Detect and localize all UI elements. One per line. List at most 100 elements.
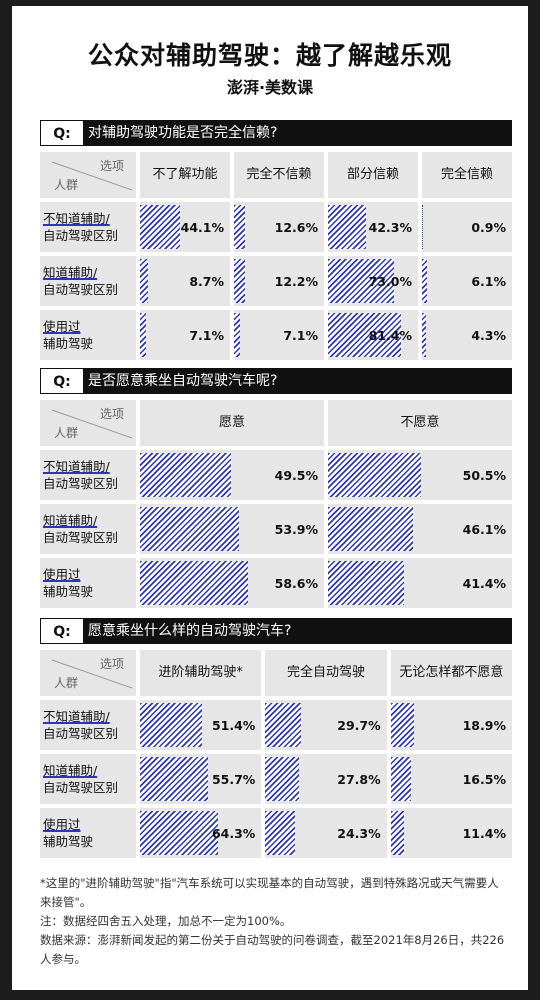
data-label: 27.8% [337, 771, 381, 787]
row-label: 使用过 辅助驾驶 [40, 310, 136, 360]
bar [140, 507, 240, 551]
bar-cell: 7.1% [140, 310, 230, 360]
data-label: 11.4% [462, 825, 506, 841]
data-label: 29.7% [337, 717, 381, 733]
column-header: 完全不信赖 [234, 152, 324, 198]
corner-option-label: 选项 [99, 407, 124, 421]
bar [422, 313, 426, 357]
row-label-line-2: 自动驾驶区别 [43, 228, 119, 243]
data-label: 53.9% [274, 521, 318, 537]
bar-cell: 64.3% [140, 808, 262, 858]
bar-cell: 8.7% [140, 256, 230, 306]
bar [140, 313, 147, 357]
data-label: 44.1% [180, 219, 224, 235]
row-label-line-1: 使用过 [43, 817, 81, 832]
column-header: 无论怎样都不愿意 [390, 650, 512, 696]
row-label-line-1: 知道辅助/ [43, 513, 98, 528]
bar-cell: 29.7% [265, 700, 387, 750]
bar [234, 205, 246, 249]
data-label: 12.6% [274, 219, 318, 235]
bar [265, 757, 300, 801]
bar-cell: 6.1% [422, 256, 512, 306]
row-label-line-2: 自动驾驶区别 [43, 282, 119, 297]
row-label-line-1: 不知道辅助/ [43, 459, 110, 474]
question-prefix: Q: [40, 618, 84, 644]
corner-diagonal [51, 659, 133, 689]
question-text: 是否愿意乘坐自动驾驶汽车呢? [88, 373, 278, 389]
bar [422, 205, 425, 249]
bar-cell: 44.1% [140, 202, 230, 252]
bar [328, 453, 421, 497]
data-label: 18.9% [462, 717, 506, 733]
row-label-line-2: 辅助驾驶 [43, 584, 94, 599]
row-label: 使用过 辅助驾驶 [40, 558, 136, 608]
corner-group-label: 人群 [54, 676, 79, 690]
data-label: 8.7% [189, 273, 224, 289]
bar [234, 259, 245, 303]
bar-cell: 18.9% [390, 700, 512, 750]
bar [390, 703, 414, 747]
logo-text: 澎湃·美数课 [226, 78, 314, 97]
question-prefix: Q: [40, 120, 84, 146]
row-label: 知道辅助/自动驾驶区别 [40, 256, 136, 306]
bar [265, 703, 302, 747]
bar-cell: 12.2% [234, 256, 324, 306]
bar-cell: 81.4% [328, 310, 418, 360]
row-label: 不知道辅助/自动驾驶区别 [40, 700, 136, 750]
bar [265, 811, 295, 855]
question-bar: Q: 是否愿意乘坐自动驾驶汽车呢? [40, 368, 512, 394]
bar-cell: 42.3% [328, 202, 418, 252]
row-label-line-2: 自动驾驶区别 [43, 780, 119, 795]
bar [140, 703, 203, 747]
bar [140, 453, 232, 497]
row-label: 不知道辅助/自动驾驶区别 [40, 202, 136, 252]
bar [234, 313, 241, 357]
bar-cell: 7.1% [234, 310, 324, 360]
bar-cell: 4.3% [422, 310, 512, 360]
row-label: 使用过 辅助驾驶 [40, 808, 136, 858]
row-label-line-2: 辅助驾驶 [43, 336, 94, 351]
page-title: 公众对辅助驾驶：越了解越乐观 [87, 41, 452, 70]
publisher-logo: 澎湃·美数课 [12, 74, 528, 98]
row-label: 知道辅助/自动驾驶区别 [40, 754, 136, 804]
bar [328, 561, 405, 605]
question-text: 愿意乘坐什么样的自动驾驶汽车? [88, 623, 292, 639]
bar [328, 259, 394, 303]
row-label-line-2: 自动驾驶区别 [43, 476, 119, 491]
bar [328, 205, 367, 249]
question-prefix: Q: [40, 368, 84, 394]
bar-cell: 73.0% [328, 256, 418, 306]
bar-cell: 0.9% [422, 202, 512, 252]
bar-cell: 53.9% [140, 504, 324, 554]
data-label: 4.3% [471, 327, 506, 343]
bar-cell: 50.5% [328, 450, 512, 500]
row-label-line-1: 使用过 [43, 567, 81, 582]
bar-cell: 16.5% [390, 754, 512, 804]
bar-cell: 11.4% [390, 808, 512, 858]
column-header: 部分信赖 [328, 152, 418, 198]
data-label: 6.1% [471, 273, 506, 289]
bar-cell: 58.6% [140, 558, 324, 608]
header-corner: 选项 人群 [40, 152, 136, 198]
row-label-line-1: 不知道辅助/ [43, 211, 110, 226]
bar-cell: 49.5% [140, 450, 324, 500]
row-label: 知道辅助/自动驾驶区别 [40, 504, 136, 554]
bar-cell: 51.4% [140, 700, 262, 750]
bar [140, 757, 208, 801]
bar [140, 259, 148, 303]
data-label: 46.1% [462, 521, 506, 537]
bar [328, 313, 402, 357]
bar [328, 507, 413, 551]
data-label: 42.3% [368, 219, 412, 235]
data-source: 数据来源：澎湃新闻发起的第二份关于自动驾驶的问卷调查，截至2021年8月26日，… [40, 933, 505, 966]
column-header: 不了解功能 [140, 152, 230, 198]
bar-cell: 41.4% [328, 558, 512, 608]
infographic-card: 公众对辅助驾驶：越了解越乐观 澎湃·美数课 Q: 对辅助驾驶功能是否完全信赖? 选项… [12, 6, 528, 990]
bar-cell: 46.1% [328, 504, 512, 554]
corner-option-label: 选项 [99, 657, 124, 671]
bar-cell: 27.8% [265, 754, 387, 804]
data-label: 41.4% [462, 575, 506, 591]
question-text: 对辅助驾驶功能是否完全信赖? [88, 125, 278, 141]
column-header: 完全自动驾驶 [265, 650, 387, 696]
bar [390, 757, 411, 801]
